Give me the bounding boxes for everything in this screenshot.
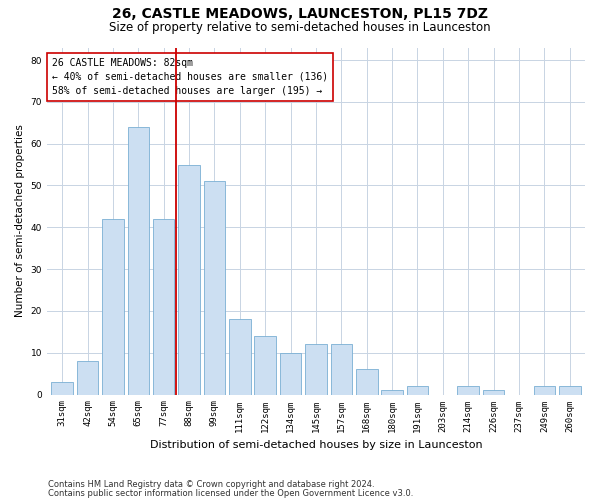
Bar: [52, 382, 73, 394]
X-axis label: Distribution of semi-detached houses by size in Launceston: Distribution of semi-detached houses by …: [149, 440, 482, 450]
Bar: [533, 386, 555, 394]
Text: 26 CASTLE MEADOWS: 82sqm
← 40% of semi-detached houses are smaller (136)
58% of : 26 CASTLE MEADOWS: 82sqm ← 40% of semi-d…: [52, 58, 328, 96]
Text: Size of property relative to semi-detached houses in Launceston: Size of property relative to semi-detach…: [109, 21, 491, 34]
Bar: [305, 344, 327, 395]
Text: Contains HM Land Registry data © Crown copyright and database right 2024.: Contains HM Land Registry data © Crown c…: [48, 480, 374, 489]
Y-axis label: Number of semi-detached properties: Number of semi-detached properties: [15, 124, 25, 318]
Bar: [457, 386, 479, 394]
Bar: [356, 370, 377, 394]
Bar: [128, 127, 149, 394]
Text: Contains public sector information licensed under the Open Government Licence v3: Contains public sector information licen…: [48, 488, 413, 498]
Bar: [102, 219, 124, 394]
Bar: [203, 182, 225, 394]
Text: 26, CASTLE MEADOWS, LAUNCESTON, PL15 7DZ: 26, CASTLE MEADOWS, LAUNCESTON, PL15 7DZ: [112, 8, 488, 22]
Bar: [178, 164, 200, 394]
Bar: [254, 336, 276, 394]
Bar: [153, 219, 175, 394]
Bar: [559, 386, 581, 394]
Bar: [280, 352, 301, 395]
Bar: [407, 386, 428, 394]
Bar: [77, 361, 98, 394]
Bar: [483, 390, 505, 394]
Bar: [331, 344, 352, 395]
Bar: [382, 390, 403, 394]
Bar: [229, 320, 251, 394]
